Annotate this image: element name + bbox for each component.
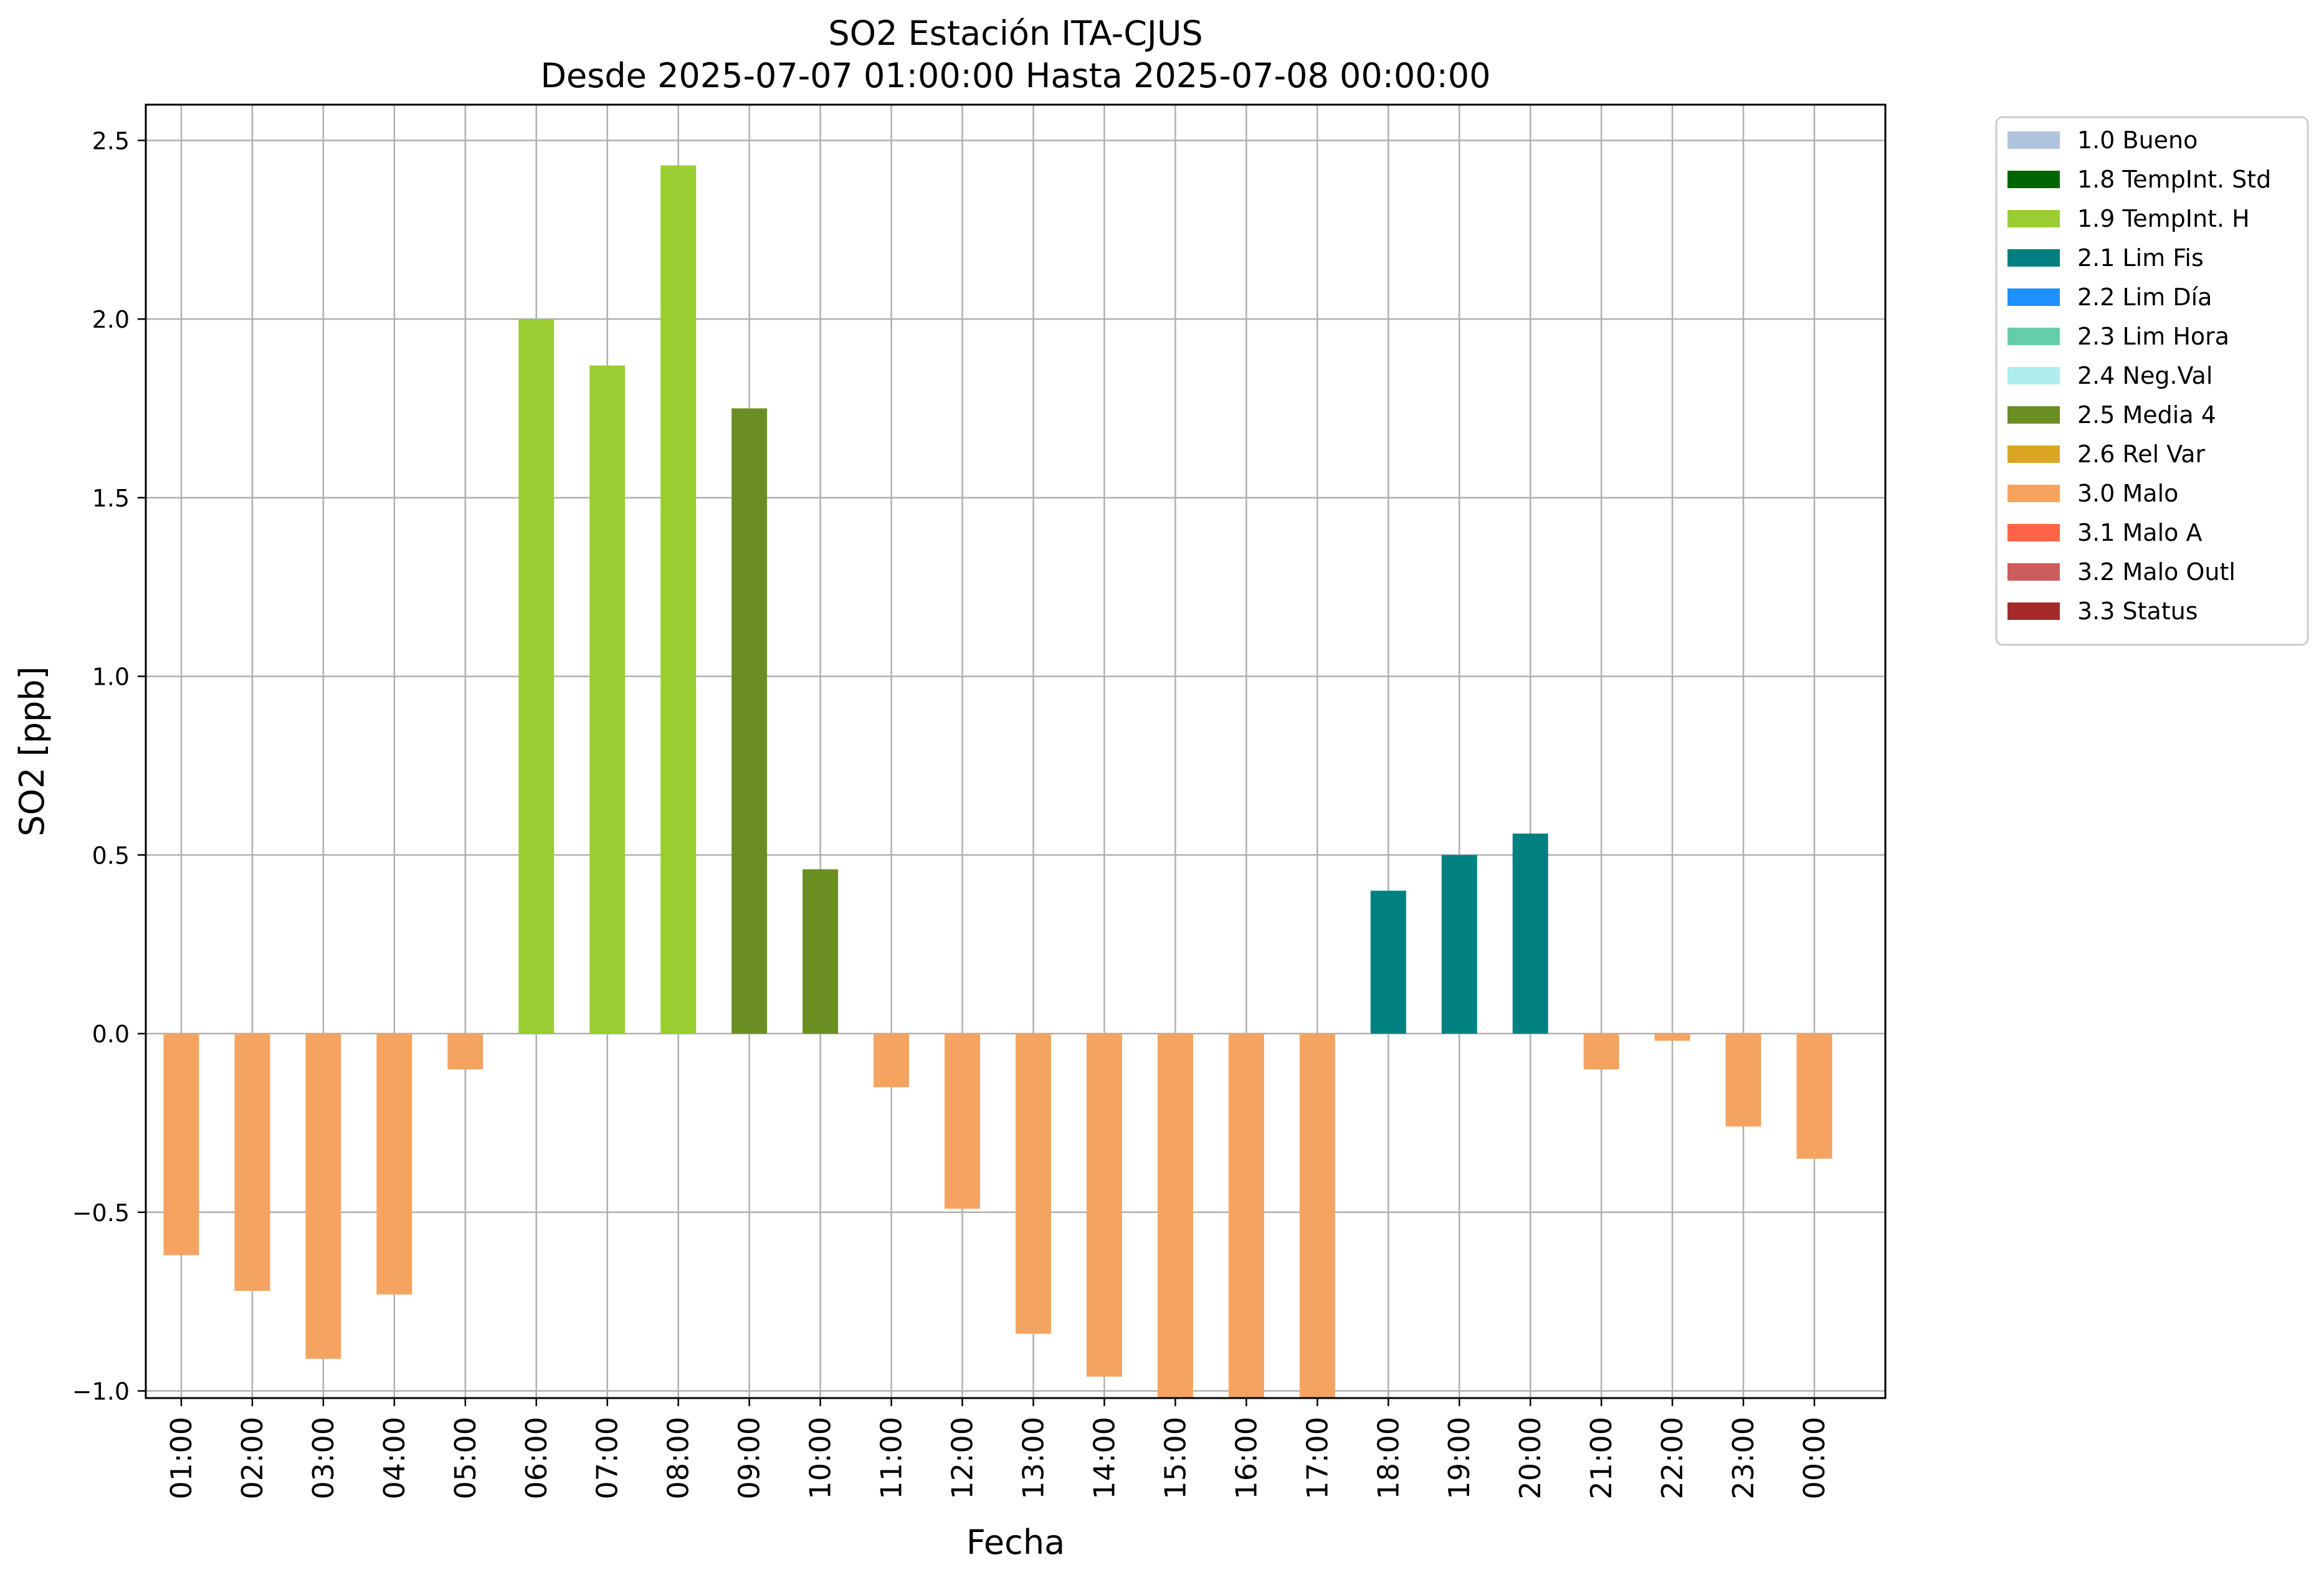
legend-swatch-3.3	[2007, 602, 2060, 620]
x-tick-label: 08:00	[662, 1417, 695, 1500]
legend-swatch-2.3	[2007, 328, 2060, 345]
y-tick-label: 2.0	[92, 306, 130, 333]
y-axis: −1.0 −0.5 0.0 0.5 1.0 1.5 2.0 2.5	[72, 127, 146, 1406]
bar-07:00	[589, 365, 626, 1034]
x-tick-label: 15:00	[1158, 1417, 1192, 1500]
legend-label-2.5: 2.5 Media 4	[2077, 401, 2216, 429]
x-tick-label: 19:00	[1442, 1417, 1476, 1500]
x-tick-label: 20:00	[1513, 1417, 1547, 1500]
legend-label-3.2: 3.2 Malo Outl	[2077, 558, 2236, 586]
x-tick-label: 17:00	[1300, 1417, 1334, 1500]
legend-swatch-1.0	[2007, 131, 2060, 149]
x-tick-label: 21:00	[1584, 1417, 1618, 1500]
x-axis: 01:00 02:00 03:00 04:00 05:00 06:00 07:00 08:00…	[164, 1398, 1831, 1500]
x-tick-label: 05:00	[449, 1417, 482, 1500]
bar-06:00	[518, 319, 555, 1034]
y-axis-label: SO2 [ppb]	[12, 666, 52, 836]
legend-label-1.0: 1.0 Bueno	[2077, 126, 2198, 154]
x-tick-label: 23:00	[1726, 1417, 1760, 1500]
x-tick-label: 16:00	[1229, 1417, 1263, 1500]
x-tick-label: 06:00	[520, 1417, 553, 1500]
y-tick-label: 1.0	[92, 664, 130, 691]
legend-label-3.0: 3.0 Malo	[2077, 480, 2178, 507]
bar-23:00	[1725, 1034, 1761, 1127]
legend-swatch-2.4	[2007, 367, 2060, 384]
plot-frame	[145, 103, 1887, 1399]
bar-14:00	[1086, 1034, 1122, 1377]
bar-16:00	[1228, 1034, 1264, 1398]
legend-label-2.6: 2.6 Rel Var	[2077, 440, 2206, 468]
y-tick-label: 0.0	[92, 1021, 130, 1048]
x-tick-label: 22:00	[1655, 1417, 1689, 1500]
legend: 1.0 Bueno 1.8 TempInt. Std 1.9 TempInt. H 2…	[1995, 116, 2309, 646]
x-axis-label: Fecha	[966, 1523, 1065, 1562]
legend-label-1.8: 1.8 TempInt. Std	[2077, 166, 2271, 193]
legend-box	[1995, 116, 2309, 646]
bar-22:00	[1654, 1034, 1690, 1041]
x-tick-label: 07:00	[591, 1417, 624, 1500]
legend-swatch-3.2	[2007, 563, 2060, 581]
chart-title: SO2 Estación ITA-CJUS	[828, 14, 1202, 53]
legend-swatch-1.9	[2007, 210, 2060, 227]
bar-10:00	[802, 869, 839, 1034]
y-tick-label: 2.5	[92, 127, 130, 155]
legend-swatch-2.6	[2007, 445, 2060, 463]
y-tick-label: −1.0	[72, 1378, 130, 1406]
legend-label-2.1: 2.1 Lim Fis	[2077, 244, 2204, 272]
bar-11:00	[874, 1034, 910, 1088]
x-tick-label: 04:00	[378, 1417, 411, 1500]
bar-17:00	[1299, 1034, 1335, 1398]
legend-label-2.2: 2.2 Lim Día	[2077, 283, 2212, 311]
bar-12:00	[945, 1034, 981, 1209]
legend-swatch-2.5	[2007, 406, 2060, 424]
x-tick-label: 13:00	[1016, 1417, 1050, 1500]
bar-05:00	[447, 1034, 483, 1070]
x-tick-label: 14:00	[1087, 1417, 1121, 1500]
x-tick-label: 10:00	[804, 1417, 837, 1500]
legend-swatch-3.0	[2007, 485, 2060, 502]
bar-02:00	[234, 1034, 270, 1291]
legend-label-1.9: 1.9 TempInt. H	[2077, 205, 2250, 232]
legend-swatch-2.1	[2007, 249, 2060, 267]
x-tick-label: 11:00	[875, 1417, 908, 1500]
bar-00:00	[1796, 1034, 1832, 1159]
bar-20:00	[1512, 833, 1548, 1034]
bars	[163, 165, 1832, 1398]
x-tick-label: 01:00	[164, 1417, 198, 1500]
bar-01:00	[163, 1034, 199, 1255]
legend-label-2.4: 2.4 Neg.Val	[2077, 362, 2212, 389]
bar-15:00	[1157, 1034, 1193, 1398]
legend-label-3.3: 3.3 Status	[2077, 597, 2198, 625]
x-tick-label: 12:00	[946, 1417, 979, 1500]
bar-09:00	[731, 408, 768, 1034]
x-tick-label: 18:00	[1371, 1417, 1405, 1500]
y-tick-label: −0.5	[72, 1199, 130, 1227]
legend-swatch-2.2	[2007, 288, 2060, 306]
legend-swatch-1.8	[2007, 171, 2060, 188]
legend-label-3.1: 3.1 Malo A	[2077, 519, 2202, 546]
chart-subtitle: Desde 2025-07-07 01:00:00 Hasta 2025-07-…	[540, 56, 1490, 95]
y-tick-label: 0.5	[92, 842, 130, 869]
x-tick-label: 09:00	[733, 1417, 766, 1500]
legend-label-2.3: 2.3 Lim Hora	[2077, 323, 2229, 350]
y-tick-label: 1.5	[92, 485, 130, 512]
bar-19:00	[1441, 855, 1477, 1034]
bar-04:00	[376, 1034, 412, 1295]
x-tick-label: 02:00	[236, 1417, 269, 1500]
x-tick-label: 00:00	[1798, 1417, 1831, 1500]
bar-03:00	[305, 1034, 341, 1359]
x-tick-label: 03:00	[307, 1417, 340, 1500]
bar-08:00	[660, 165, 697, 1034]
bar-13:00	[1016, 1034, 1051, 1334]
bar-21:00	[1583, 1034, 1619, 1070]
bar-18:00	[1370, 890, 1406, 1034]
legend-swatch-3.1	[2007, 524, 2060, 541]
